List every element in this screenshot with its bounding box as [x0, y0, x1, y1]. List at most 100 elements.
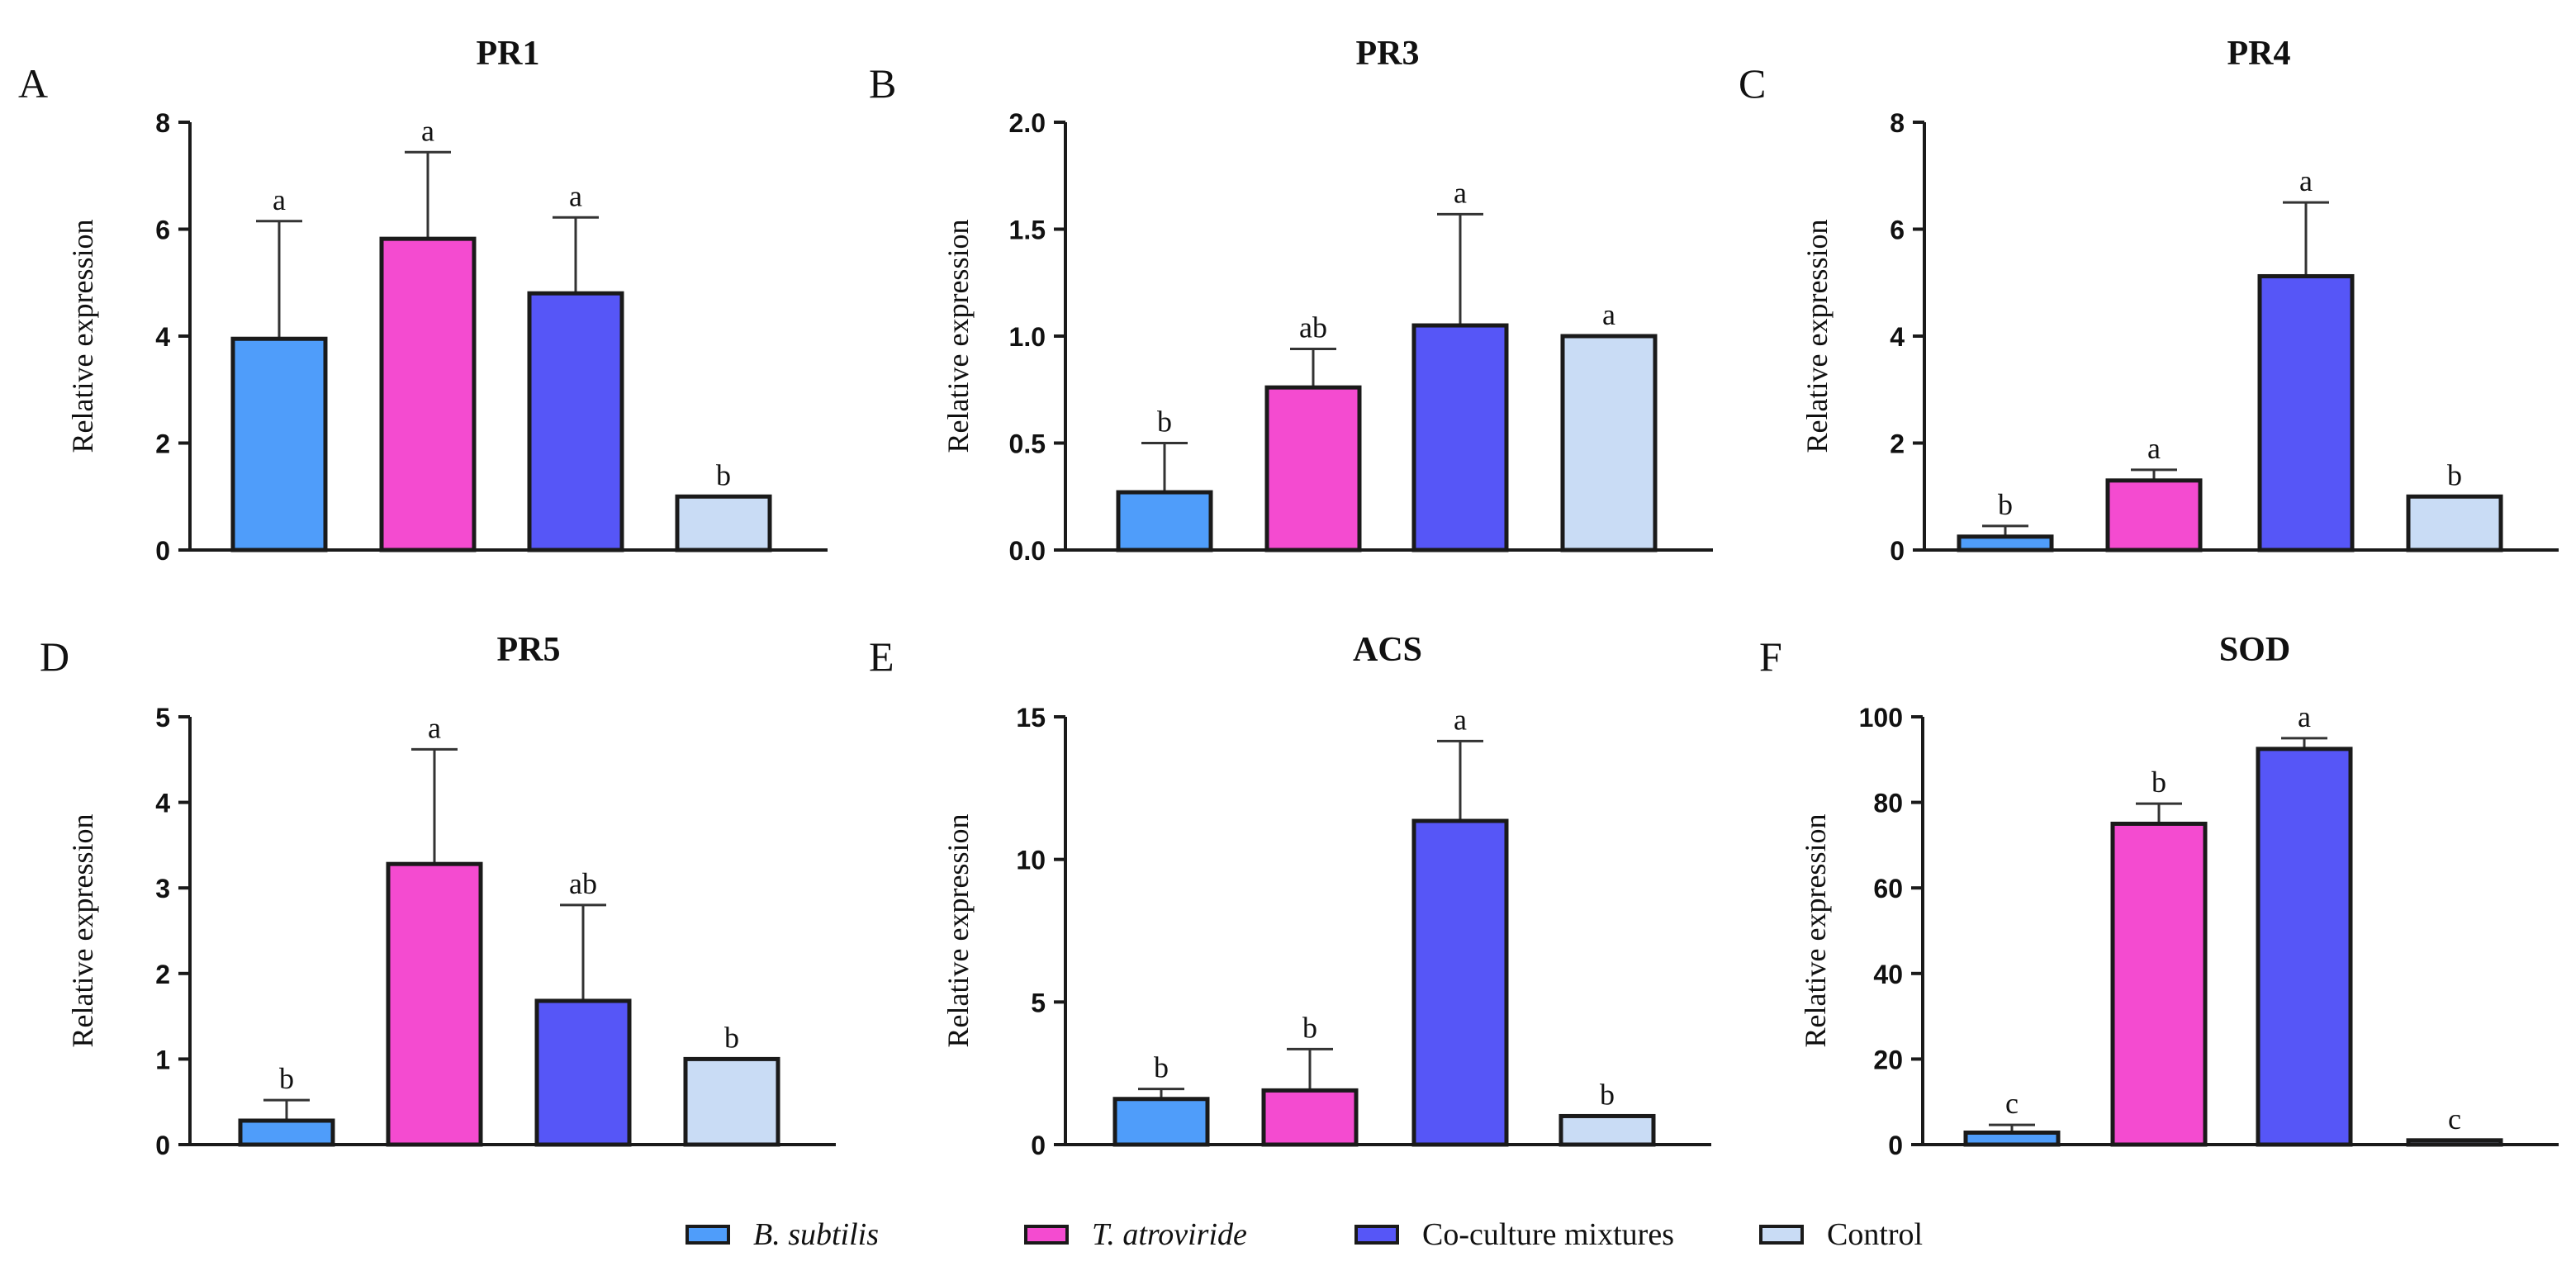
bar-co-culture-mixtures [2257, 273, 2355, 552]
significance-letter: b [2151, 766, 2166, 799]
y-tick-label: 2 [155, 960, 170, 989]
bar-t-atroviride [2110, 822, 2208, 1147]
y-tick-label: 6 [155, 216, 170, 245]
legend-swatch-b-subtilis [686, 1225, 730, 1245]
bar-control [1560, 334, 1658, 552]
legend-label: B. subtilis [753, 1217, 880, 1252]
y-tick-label: 2 [155, 429, 170, 459]
bar-t-atroviride [2105, 478, 2203, 552]
bar-t-atroviride [379, 236, 477, 552]
chart-title: SOD [2219, 631, 2290, 669]
y-axis-label: Relative expression [942, 814, 975, 1048]
y-tick-label: 2 [1890, 429, 1905, 459]
significance-letter: c [2005, 1087, 2019, 1120]
chart-title: PR3 [1356, 35, 1420, 73]
significance-letter: b [1998, 488, 2013, 521]
bar-b-subtilis [1957, 534, 2054, 552]
y-tick-label: 4 [1890, 322, 1905, 352]
bar-b-subtilis [1116, 490, 1213, 552]
y-tick-label: 8 [155, 108, 170, 138]
panel-letter: E [869, 633, 894, 680]
significance-letter: b [1157, 405, 1172, 439]
chart-title: PR5 [497, 631, 561, 669]
bar-co-culture-mixtures [1411, 323, 1509, 552]
significance-letter: b [724, 1021, 739, 1054]
significance-letter: a [421, 114, 434, 147]
significance-letter: b [2447, 458, 2462, 491]
legend-swatch-t-atroviride [1024, 1225, 1069, 1245]
significance-letter: a [1454, 703, 1467, 736]
significance-letter: ab [1299, 311, 1327, 344]
significance-letter: a [428, 711, 441, 744]
y-axis-label: Relative expression [1799, 814, 1832, 1048]
y-tick-label: 80 [1873, 789, 1903, 818]
significance-letter: a [569, 179, 582, 212]
chart-title: PR1 [477, 35, 540, 73]
legend-label: Co-culture mixtures [1422, 1217, 1674, 1252]
significance-letter: b [1600, 1078, 1615, 1111]
bar-t-atroviride [1264, 385, 1362, 552]
y-tick-label: 0 [1890, 536, 1905, 566]
y-tick-label: 2.0 [1009, 108, 1046, 138]
bar-b-subtilis [238, 1118, 335, 1147]
bar-co-culture-mixtures [527, 291, 624, 552]
y-tick-label: 3 [155, 874, 170, 903]
legend-swatch-control [1759, 1225, 1804, 1245]
y-tick-label: 0 [155, 536, 170, 566]
bar-t-atroviride [386, 861, 483, 1147]
y-tick-label: 1 [155, 1045, 170, 1074]
y-tick-label: 10 [1016, 846, 1046, 875]
significance-letter: a [1454, 176, 1467, 209]
bar-b-subtilis [1963, 1130, 2061, 1147]
significance-letter: b [716, 458, 731, 491]
y-tick-label: 5 [1031, 988, 1046, 1017]
legend-item-b-subtilis: B. subtilis [686, 1216, 1024, 1253]
significance-letter: a [2298, 700, 2311, 733]
y-tick-label: 0.0 [1009, 536, 1046, 566]
bar-control [2406, 494, 2503, 552]
y-tick-label: 4 [155, 322, 170, 352]
y-axis-label: Relative expression [942, 220, 975, 453]
panel-letter: B [869, 60, 896, 107]
panel-letter: C [1739, 60, 1766, 107]
legend-item-control: Control [1759, 1216, 2007, 1253]
panel-letter: F [1759, 633, 1782, 680]
bar-control [1558, 1113, 1656, 1147]
significance-letter: a [2147, 432, 2161, 465]
legend-label: Control [1827, 1217, 1924, 1252]
significance-letter: b [1302, 1011, 1317, 1044]
significance-letter: b [1154, 1051, 1169, 1084]
bar-control [675, 494, 772, 552]
y-axis-label: Relative expression [66, 814, 99, 1048]
y-tick-label: 0 [155, 1131, 170, 1160]
significance-letter: a [273, 183, 286, 216]
bar-b-subtilis [1112, 1097, 1210, 1147]
significance-letter: ab [569, 867, 597, 900]
legend-item-co-culture: Co-culture mixtures [1354, 1216, 1759, 1253]
y-tick-label: 1.5 [1009, 216, 1046, 245]
significance-letter: a [2299, 164, 2313, 197]
y-tick-label: 100 [1859, 703, 1903, 733]
y-axis-label: Relative expression [66, 220, 99, 453]
y-tick-label: 6 [1890, 216, 1905, 245]
y-tick-label: 4 [155, 789, 170, 818]
y-tick-label: 15 [1016, 703, 1046, 733]
significance-letter: a [1602, 298, 1615, 331]
y-tick-label: 0 [1888, 1131, 1903, 1160]
y-axis-label: Relative expression [1800, 220, 1834, 453]
y-tick-label: 20 [1873, 1045, 1903, 1074]
legend-item-t-atroviride: T. atroviride [1024, 1216, 1354, 1253]
significance-letter: b [279, 1062, 294, 1095]
panel-letter: A [18, 60, 48, 107]
y-tick-label: 0.5 [1009, 429, 1046, 459]
panel-letter: D [40, 633, 69, 680]
bar-co-culture-mixtures [2256, 747, 2353, 1147]
legend-label: T. atroviride [1092, 1217, 1247, 1252]
chart-title: PR4 [2227, 35, 2291, 73]
bar-co-culture-mixtures [534, 998, 632, 1147]
y-tick-label: 0 [1031, 1131, 1046, 1160]
bar-co-culture-mixtures [1411, 818, 1509, 1147]
y-tick-label: 40 [1873, 960, 1903, 989]
legend-swatch-co-culture [1354, 1225, 1399, 1245]
